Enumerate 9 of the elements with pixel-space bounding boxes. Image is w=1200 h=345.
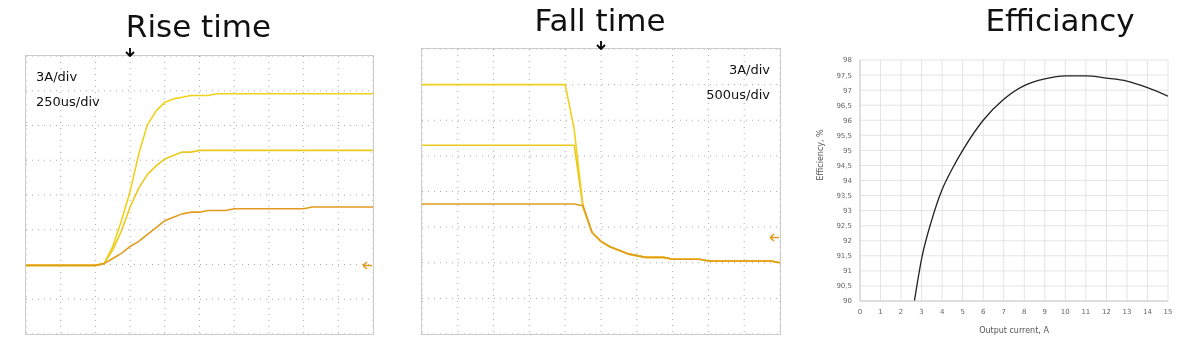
- chart-title: Rise time: [124, 8, 273, 44]
- x-axis-title: Output current, A: [979, 326, 1050, 335]
- y-axis-title: Efficiency, %: [815, 128, 825, 181]
- annotation: 500us/div: [706, 86, 770, 104]
- chart-title: Fall time: [533, 2, 667, 38]
- chart-title: Efficiancy: [984, 2, 1136, 38]
- annotation: 250us/div: [36, 93, 100, 111]
- text: 3A/div: [727, 61, 770, 79]
- text: 3A/div: [36, 68, 79, 86]
